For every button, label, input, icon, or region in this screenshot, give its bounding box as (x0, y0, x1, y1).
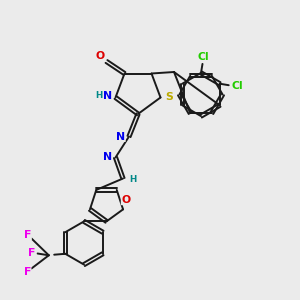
Text: H: H (95, 91, 103, 100)
Text: Cl: Cl (198, 52, 209, 62)
Text: F: F (23, 267, 31, 277)
Text: F: F (28, 248, 36, 258)
Text: S: S (165, 92, 173, 103)
Text: N: N (103, 152, 112, 163)
Text: N: N (103, 91, 112, 101)
Text: Cl: Cl (231, 81, 243, 91)
Text: N: N (116, 131, 125, 142)
Text: O: O (95, 51, 104, 61)
Text: H: H (129, 176, 136, 184)
Text: F: F (24, 230, 31, 240)
Text: O: O (121, 195, 130, 205)
